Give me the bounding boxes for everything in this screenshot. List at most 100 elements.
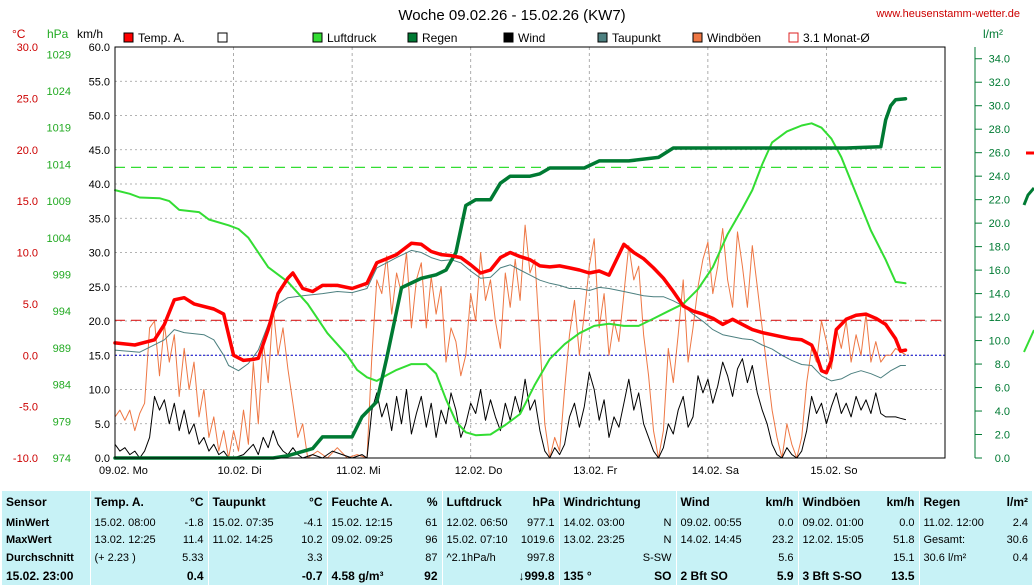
cell-rain: 30.6 l/m² 0.4	[918, 549, 1032, 568]
cell-wind: 14.02. 14:45 23.2	[675, 532, 798, 550]
cell-temp-time: (+ 2.23 )	[94, 552, 136, 565]
pressure-tick-label: 1009	[47, 196, 71, 208]
cell-hum-value: 61	[425, 516, 438, 529]
rain-tick-label: 30.0	[989, 101, 1010, 113]
cell-rain	[918, 567, 1032, 585]
cell-temp-value: 5.33	[182, 552, 204, 565]
cell-temp: (+ 2.23 ) 5.33	[89, 549, 208, 568]
cell-press: 12.02. 06:50 977.1	[441, 514, 559, 533]
plot-frame	[114, 46, 946, 459]
cell-hum-time: 09.02. 09:25	[331, 534, 393, 547]
cell-rain: 11.02. 12:00 2.4	[918, 514, 1032, 533]
pressure-tick-label: 994	[53, 306, 71, 318]
table-row: MinWert 15.02. 08:00 -1.8 15.02. 07:35 -4.1 1…	[2, 514, 1032, 533]
rain-edge-marker	[1022, 187, 1034, 206]
cell-gust-value: 0.0	[899, 516, 915, 529]
table-row: Durchschnitt (+ 2.23 ) 5.33 3.3 87 ^2.1hPa/h 9…	[2, 549, 1032, 568]
cell-hum-value: 87	[425, 552, 438, 565]
x-tick-label: 12.02. Do	[455, 465, 503, 477]
col-gust-label: Windböen	[802, 495, 861, 510]
x-tick-label: 11.02. Mi	[336, 465, 380, 477]
row-label: 15.02. 23:00	[6, 568, 74, 583]
grid	[115, 46, 945, 459]
cell-press-value: 977.1	[526, 516, 555, 529]
temp-tick-label: 0.0	[23, 350, 38, 362]
cell-temp: 0.4	[89, 567, 208, 585]
temp-tick-label: 5.0	[23, 299, 38, 311]
legend-label: Wind	[518, 31, 545, 45]
cell-press: ↓999.8	[441, 567, 559, 585]
temp-tick-label: -5.0	[19, 402, 38, 414]
cell-dir-time: 14.02. 03:00	[563, 516, 625, 529]
cell-press-value: 1019.6	[520, 534, 555, 547]
temp-tick-label: 20.0	[17, 145, 38, 157]
legend-label: Temp. A.	[138, 31, 185, 45]
col-wind: Wind km/h	[675, 491, 798, 515]
col-temp-label: Temp. A.	[94, 495, 144, 510]
cell-temp: 13.02. 12:25 11.4	[89, 532, 208, 550]
table-header-row: Sensor Temp. A. °C Taupunkt °C Feuchte A.%…	[2, 491, 1032, 515]
cell-wind-value: 23.2	[772, 534, 794, 547]
cell-hum-value: 92	[424, 568, 438, 583]
cell-wind: 2 Bft SO 5.9	[675, 567, 798, 585]
temp-tick-label: 10.0	[17, 248, 38, 260]
pressure-tick-label: 979	[53, 416, 71, 428]
wind-tick-label: 45.0	[89, 145, 110, 157]
cell-hum: 87	[326, 549, 442, 568]
cell-wind-time: 14.02. 14:45	[680, 534, 742, 547]
rain-tick-label: 18.0	[989, 242, 1010, 254]
pressure-tick-label: 1014	[47, 159, 71, 171]
cell-wind-value: 5.6	[778, 552, 794, 565]
cell-dir-time: 135 °	[563, 568, 592, 583]
cell-gust-value: 51.8	[893, 534, 915, 547]
rain-tick-label: 22.0	[989, 195, 1010, 207]
legend-swatch	[407, 32, 418, 43]
cell-gust-time: 09.02. 01:00	[802, 516, 864, 529]
x-tick-label: 09.02. Mo	[99, 465, 148, 477]
col-press-label: Luftdruck	[446, 495, 502, 510]
legend: Temp. A. Luftdruck Regen Wind Taupunkt Windbö…	[123, 31, 870, 45]
cell-press: ^2.1hPa/h 997.8	[441, 549, 559, 568]
series-lines	[113, 96, 1034, 460]
col-temp: Temp. A. °C	[89, 491, 208, 515]
pressure-edge-marker	[1023, 329, 1034, 353]
site-link[interactable]: www.heusenstamm-wetter.de	[875, 8, 1020, 20]
rain-tick-label: 14.0	[989, 289, 1010, 301]
cell-rain-time: 30.6 l/m²	[923, 552, 967, 565]
rain-tick-label: 2.0	[995, 430, 1010, 442]
col-hum-label: Feuchte A.	[331, 495, 393, 510]
rain-tick-label: 4.0	[995, 406, 1010, 418]
cell-rain: Gesamt: 30.6	[918, 532, 1032, 550]
pressure-tick-label: 989	[53, 343, 71, 355]
cell-wind-value: 5.9	[776, 568, 794, 583]
cell-dew: 15.02. 07:35 -4.1	[207, 514, 327, 533]
wind-axis-unit: km/h	[77, 27, 103, 41]
temp-tick-label: 25.0	[17, 93, 38, 105]
col-hum-unit: %	[426, 495, 438, 510]
cell-hum-value: 96	[425, 534, 438, 547]
cell-rain-time: Gesamt:	[923, 534, 966, 547]
cell-press-time: 12.02. 06:50	[446, 516, 508, 529]
rain-tick-label: 24.0	[989, 171, 1010, 183]
col-rain: Regen l/m²	[918, 491, 1032, 515]
rain-tick-label: 12.0	[989, 312, 1010, 324]
temp-axis-unit: °C	[12, 27, 26, 41]
x-tick-label: 10.02. Di	[218, 465, 262, 477]
weather-chart: Woche 09.02.26 - 15.02.26 (KW7) www.heus…	[12, 7, 1034, 477]
cell-gust-time: 12.02. 15:05	[802, 534, 864, 547]
rain-tick-label: 0.0	[995, 453, 1010, 465]
pressure-tick-label: 999	[53, 270, 71, 282]
cell-hum: 4.58 g/m³ 92	[326, 567, 442, 585]
col-gust: Windböen km/h	[797, 491, 919, 515]
col-press-unit: hPa	[532, 495, 555, 510]
col-rain-label: Regen	[923, 495, 961, 510]
cell-temp: 15.02. 08:00 -1.8	[89, 514, 208, 533]
cell-dew-value: -4.1	[303, 516, 323, 529]
chart-title: Woche 09.02.26 - 15.02.26 (KW7)	[398, 7, 625, 24]
cell-wind-time: 2 Bft SO	[680, 568, 728, 583]
wind-tick-label: 25.0	[89, 282, 110, 294]
rain-tick-label: 20.0	[989, 218, 1010, 230]
pressure-tick-label: 974	[53, 453, 71, 465]
cell-dew: 3.3	[207, 549, 327, 568]
cell-rain-value: 0.4	[1012, 552, 1028, 565]
